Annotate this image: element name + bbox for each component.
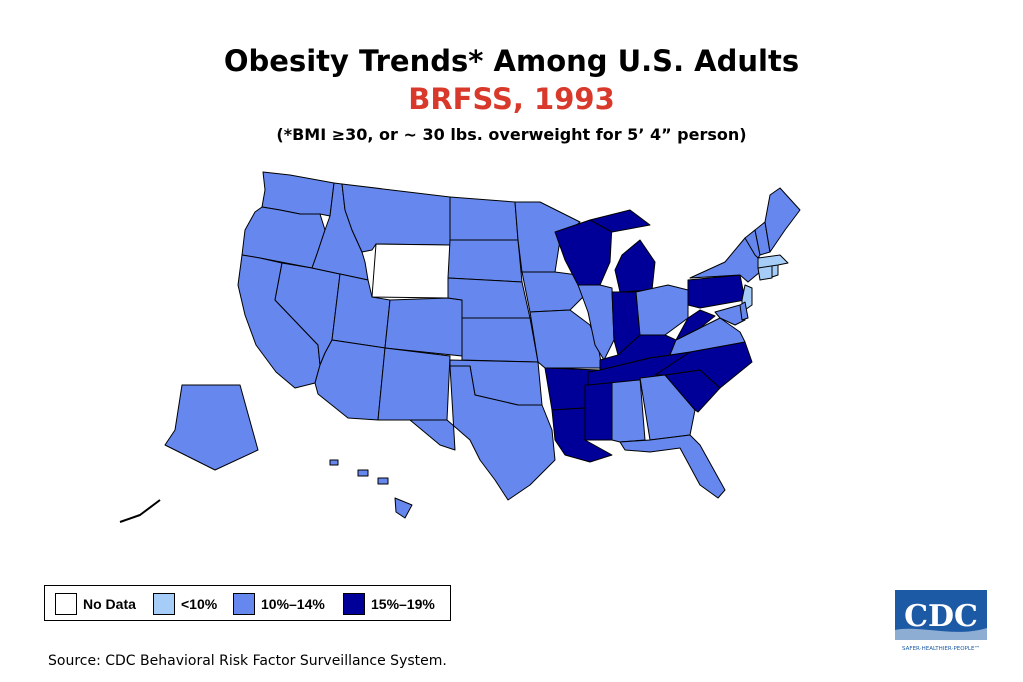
legend-15-19: 15%–19%: [343, 593, 435, 615]
state-MT: [341, 183, 451, 253]
legend-10-14: 10%–14%: [233, 593, 325, 615]
alaska-aleutians: [119, 499, 161, 523]
cdc-logo-text: CDC: [904, 599, 978, 634]
state-IL: [577, 284, 615, 361]
legend-swatch-10-14: [233, 593, 255, 615]
legend-lt10: <10%: [153, 593, 217, 615]
state-AK: [164, 384, 259, 471]
legend-label-no-data: No Data: [83, 596, 136, 612]
state-PA: [687, 274, 746, 309]
state-FL: [619, 434, 726, 499]
state-AZ: [314, 339, 386, 421]
state-ME: [764, 187, 801, 253]
state-MN: [514, 201, 581, 273]
map-subtitle: BRFSS, 1993: [408, 82, 615, 116]
map-note: (*BMI ≥30, or ~ 30 lbs. overweight for 5…: [276, 125, 747, 144]
state-HI-2: [357, 469, 369, 477]
state-HI-3: [377, 477, 389, 485]
legend: No Data <10% 10%–14% 15%–19%: [44, 585, 451, 621]
state-KS: [461, 317, 539, 363]
legend-label-lt10: <10%: [181, 596, 218, 612]
source-note: Source: CDC Behavioral Risk Factor Surve…: [48, 653, 447, 669]
state-MS: [584, 381, 613, 441]
cdc-logo: CDC SAFER·HEALTHIER·PEOPLE™: [895, 590, 987, 652]
state-RI: [771, 264, 779, 278]
state-HI: [329, 459, 339, 466]
state-HI-4: [394, 497, 413, 519]
legend-label-15-19: 15%–19%: [371, 596, 435, 612]
cdc-logo-tagline: SAFER·HEALTHIER·PEOPLE™: [902, 645, 980, 652]
state-MI-UP: [589, 209, 651, 233]
state-SD: [447, 239, 523, 283]
state-MD: [714, 304, 746, 326]
state-DE: [739, 301, 749, 321]
state-AL: [611, 377, 646, 443]
state-CO: [384, 297, 463, 357]
state-TX: [409, 365, 556, 501]
state-ND: [449, 196, 519, 241]
state-WY: [371, 243, 451, 299]
legend-swatch-lt10: [153, 593, 175, 615]
state-MI: [614, 239, 656, 293]
state-MA: [757, 254, 789, 269]
legend-swatch-15-19: [343, 593, 365, 615]
state-OH: [635, 284, 689, 336]
state-VA: [669, 317, 746, 356]
state-NM: [377, 347, 451, 421]
legend-swatch-no-data: [55, 593, 77, 615]
legend-no-data: No Data: [55, 593, 136, 615]
state-WV: [675, 309, 716, 341]
state-MO: [529, 309, 603, 369]
legend-label-10-14: 10%–14%: [261, 596, 325, 612]
map-title: Obesity Trends* Among U.S. Adults: [223, 44, 800, 78]
